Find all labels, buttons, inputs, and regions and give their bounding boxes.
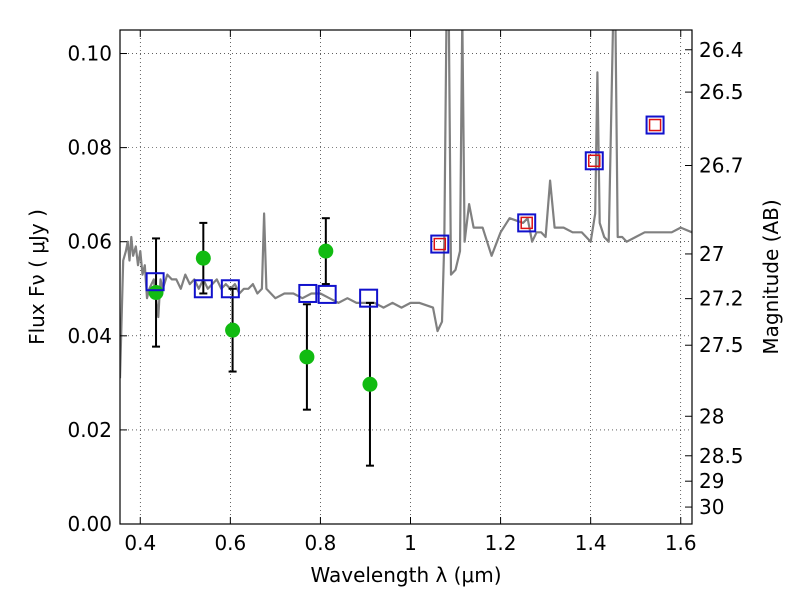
photometry-point-1	[195, 250, 211, 266]
photometry-point-4	[318, 243, 334, 259]
photometry-point-0	[148, 285, 164, 301]
right-tick-label-0: 26.4	[699, 38, 744, 62]
y-tick-label-5: 0.10	[67, 42, 112, 66]
x-tick-label-3: 1	[404, 531, 417, 555]
x-tick-label-5: 1.4	[575, 531, 607, 555]
model-box-7	[517, 213, 537, 233]
right-axis-label: Magnitude (AB)	[759, 199, 783, 354]
model-box-inner-8	[588, 154, 601, 168]
ticks: 0.4 0.6 0.8 1 1.2 1.4 1.6 0.00 0.02 0.04 0.06 0.08 0…	[67, 30, 744, 555]
x-tick-label-1: 0.6	[214, 531, 246, 555]
x-tick-label-4: 1.2	[485, 531, 517, 555]
x-tick-label-2: 0.8	[305, 531, 337, 555]
series-layer	[120, 30, 692, 467]
model-box-6	[430, 234, 450, 254]
model-box-4	[317, 284, 337, 304]
model-box-2	[220, 279, 240, 299]
photometry-point-5	[362, 376, 378, 392]
photometry-point-2	[225, 322, 241, 338]
y-tick-label-3: 0.06	[67, 230, 112, 254]
y-tick-label-1: 0.02	[67, 418, 112, 442]
y-tick-label-4: 0.08	[67, 136, 112, 160]
right-tick-label-9: 30	[699, 495, 724, 519]
x-axis-label: Wavelength λ (μm)	[310, 563, 501, 587]
model-box-8	[584, 151, 604, 171]
model-box-inner-6	[433, 237, 447, 251]
model-box-3	[298, 283, 318, 303]
y-tick-label-2: 0.04	[67, 324, 112, 348]
model-box-inner-9	[648, 118, 662, 132]
model-box-9	[645, 115, 665, 135]
y-tick-label-0: 0.00	[67, 512, 112, 536]
right-tick-label-4: 27.2	[699, 287, 744, 311]
right-tick-label-1: 26.5	[699, 80, 744, 104]
model-sed-line	[120, 30, 692, 379]
right-tick-label-2: 26.7	[699, 153, 744, 177]
model-box-1	[193, 279, 213, 299]
plot-frame	[119, 29, 693, 525]
right-tick-label-7: 28.5	[699, 444, 744, 468]
x-tick-label-0: 0.4	[124, 531, 156, 555]
photometry-point-3	[299, 349, 315, 365]
x-tick-label-6: 1.6	[665, 531, 697, 555]
model-box-0	[145, 272, 165, 292]
y-axis-label: Flux Fν ( μJy )	[25, 209, 49, 345]
model-box-5	[359, 288, 379, 308]
model-box-inner-7	[520, 216, 533, 230]
right-tick-label-5: 27.5	[699, 333, 744, 357]
right-tick-label-6: 28	[699, 404, 724, 428]
right-tick-label-3: 27	[699, 242, 724, 266]
right-tick-label-8: 29	[699, 469, 724, 493]
